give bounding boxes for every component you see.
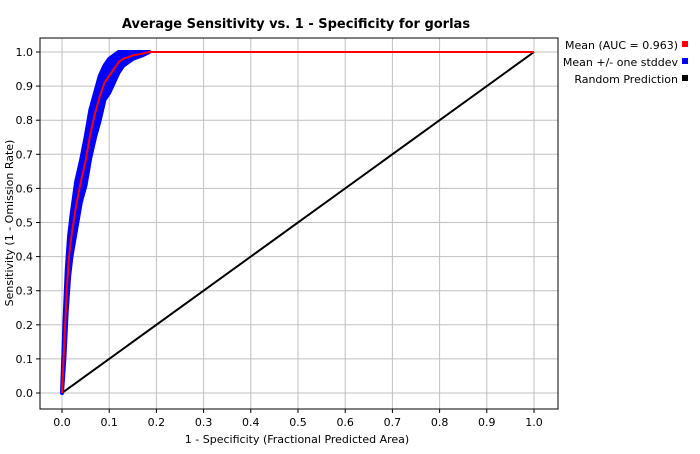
- y-tick-label: 0.4: [16, 251, 34, 264]
- y-axis-label: Sensitivity (1 - Omission Rate): [3, 140, 16, 307]
- x-tick-label: 0.2: [148, 416, 166, 429]
- x-tick-label: 0.0: [53, 416, 71, 429]
- y-tick-label: 0.7: [16, 148, 34, 161]
- random-prediction-line: [61, 51, 535, 394]
- x-tick-label: 0.3: [195, 416, 213, 429]
- y-tick-label: 1.0: [16, 46, 34, 59]
- legend: Mean (AUC = 0.963) Mean +/- one stddev Ran…: [563, 39, 688, 86]
- legend-swatch: [682, 41, 688, 47]
- x-tick-label: 0.7: [384, 416, 402, 429]
- x-tick-label: 0.4: [242, 416, 260, 429]
- y-tick-label: 0.9: [16, 80, 34, 93]
- x-axis-label: 1 - Specificity (Fractional Predicted Ar…: [185, 433, 409, 446]
- y-tick-label: 0.6: [16, 182, 34, 195]
- x-tick-label: 0.5: [289, 416, 307, 429]
- x-tick-label: 1.0: [525, 416, 543, 429]
- legend-label: Mean (AUC = 0.963): [565, 39, 678, 52]
- y-tick-label: 0.1: [16, 353, 34, 366]
- y-tick-label: 0.3: [16, 285, 34, 298]
- legend-label: Random Prediction: [574, 73, 678, 86]
- x-tick-label: 0.6: [336, 416, 354, 429]
- y-tick-label: 0.0: [16, 387, 34, 400]
- chart-title: Average Sensitivity vs. 1 - Specificity …: [122, 17, 470, 32]
- axis-ticks: 0.0 0.1 0.2 0.3 0.4 0.5 0.6 0.7 0.8 0.9 1.0 0.0 0.1 0…: [16, 46, 543, 429]
- legend-label: Mean +/- one stddev: [563, 56, 679, 69]
- x-tick-label: 0.1: [100, 416, 118, 429]
- y-tick-label: 0.8: [16, 114, 34, 127]
- legend-swatch: [682, 58, 688, 64]
- y-tick-label: 0.5: [16, 217, 34, 230]
- mean-roc-line: [61, 51, 534, 394]
- series-lines: [61, 51, 535, 394]
- x-tick-label: 0.8: [431, 416, 449, 429]
- y-tick-label: 0.2: [16, 319, 34, 332]
- x-tick-label: 0.9: [478, 416, 496, 429]
- plot-border: [39, 37, 559, 410]
- legend-swatch: [682, 75, 688, 81]
